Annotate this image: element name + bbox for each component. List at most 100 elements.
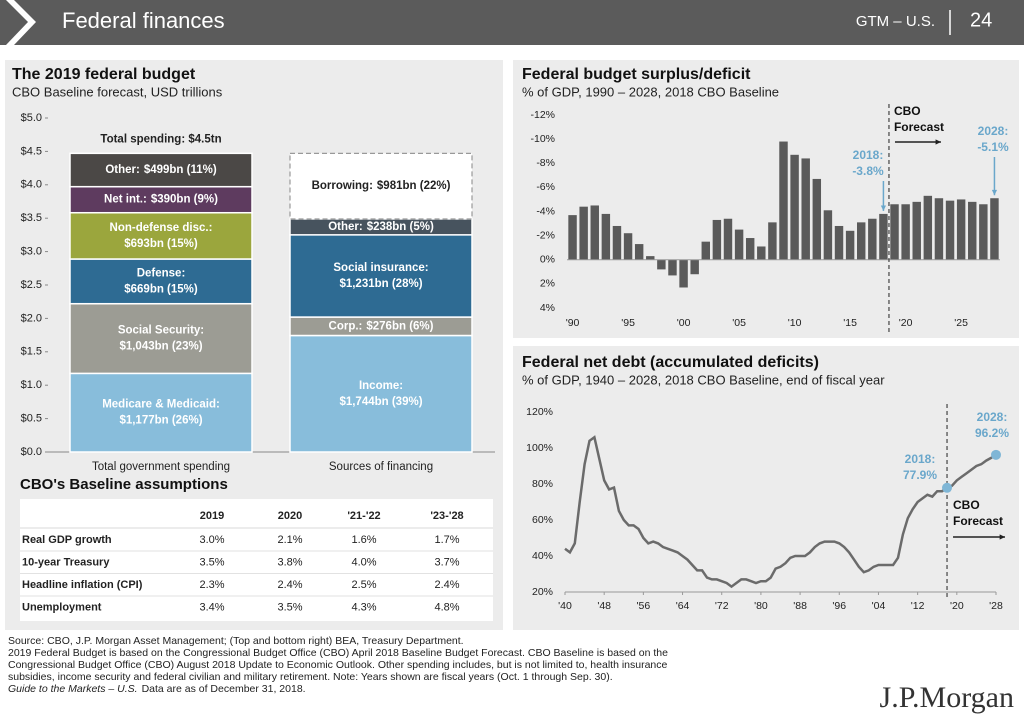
chart-subtitle: CBO Baseline forecast, USD trillions xyxy=(12,84,223,99)
bar-segment xyxy=(69,211,253,260)
x-tick-label: '28 xyxy=(989,600,1003,612)
annotation: -3.8% xyxy=(852,164,884,178)
segment-name: Medicare & Medicaid: xyxy=(102,399,220,411)
y-tick-label: $3.0 xyxy=(21,246,42,258)
table-title: CBO's Baseline assumptions xyxy=(20,476,228,493)
y-tick-label: 80% xyxy=(532,478,553,490)
bar xyxy=(745,238,755,260)
bar xyxy=(823,210,833,260)
y-tick-label: 40% xyxy=(532,550,553,562)
segment-name: Income: xyxy=(359,380,403,392)
y-tick-label: $3.5 xyxy=(21,212,42,224)
bar xyxy=(768,222,777,260)
segment-value: $238bn (5%) xyxy=(367,221,434,233)
y-tick-label: $4.0 xyxy=(21,179,42,191)
y-tick-label: -10% xyxy=(530,133,555,145)
bar-segment xyxy=(289,234,473,318)
segment-name: Non-defense disc.: xyxy=(110,222,213,234)
table-cell: 2.1% xyxy=(277,534,302,546)
footer-date: Data are as of December 31, 2018. xyxy=(142,683,306,695)
segment-name: Other: xyxy=(105,164,140,176)
x-tick-label: '90 xyxy=(566,317,580,329)
bar xyxy=(634,244,644,260)
y-tick-label: 60% xyxy=(532,514,553,526)
x-tick-label: '25 xyxy=(954,317,968,329)
table-header: '23-'28 xyxy=(430,510,463,522)
bottom-right-panel xyxy=(513,346,1019,630)
y-tick-label: $5.0 xyxy=(21,112,42,124)
table-cell: 2.4% xyxy=(277,579,302,591)
bar xyxy=(979,204,988,260)
annotation: 2018: xyxy=(853,148,884,162)
x-tick-label: '56 xyxy=(637,600,651,612)
bar xyxy=(856,222,866,260)
row-label: Real GDP growth xyxy=(22,534,112,546)
x-tick-label: '05 xyxy=(732,317,746,329)
y-tick-label: 2% xyxy=(540,278,555,290)
bar xyxy=(868,218,877,260)
bar-segment xyxy=(69,152,253,188)
bar xyxy=(890,204,899,260)
chart-title: Federal budget surplus/deficit xyxy=(522,66,751,83)
table-cell: 3.5% xyxy=(199,556,224,568)
bar-segment xyxy=(289,334,473,453)
bar xyxy=(879,213,888,260)
bar xyxy=(845,230,855,260)
table-cell: 4.8% xyxy=(434,601,459,613)
bar-segment xyxy=(289,152,473,220)
bar xyxy=(901,204,910,260)
segment-label: Net int.: $390bn (9%) xyxy=(104,194,218,206)
annotation: CBO xyxy=(894,104,921,118)
bar xyxy=(923,195,933,260)
segment-value: $669bn (15%) xyxy=(124,283,198,295)
bar xyxy=(790,154,799,260)
segment-label: Other: $238bn (5%) xyxy=(328,221,434,233)
table-header: '21-'22 xyxy=(347,510,380,522)
bar xyxy=(657,259,666,270)
footer-line: 2019 Federal Budget is based on the Cong… xyxy=(8,647,668,659)
highlight-point xyxy=(991,449,1001,460)
bar xyxy=(990,198,999,260)
segment-name: Social Security: xyxy=(118,325,204,337)
segment-name: Corp.: xyxy=(329,320,363,332)
x-tick-label: '80 xyxy=(754,600,768,612)
table-cell: 4.3% xyxy=(351,601,376,613)
table-cell: 2.5% xyxy=(351,579,376,591)
x-tick-label: Total government spending xyxy=(92,461,230,473)
bar xyxy=(801,158,810,260)
table-cell: 3.8% xyxy=(277,556,302,568)
segment-value: $276bn (6%) xyxy=(366,320,433,332)
bar xyxy=(701,241,711,260)
segment-label: Other: $499bn (11%) xyxy=(105,164,217,176)
x-tick-label: '20 xyxy=(899,317,913,329)
x-tick-label: '10 xyxy=(788,317,802,329)
bar xyxy=(812,178,822,260)
bar xyxy=(757,246,766,260)
bar xyxy=(590,205,599,260)
header-series: GTM – U.S. xyxy=(856,13,935,30)
y-tick-label: -12% xyxy=(530,109,555,121)
bar xyxy=(579,206,588,260)
bar-segment xyxy=(69,185,253,214)
segment-value: $499bn (11%) xyxy=(144,164,217,176)
bar-segment xyxy=(69,302,253,375)
footer-guide: Guide to the Markets – U.S. xyxy=(8,683,138,695)
table-cell: 2.3% xyxy=(199,579,224,591)
bar xyxy=(734,229,744,260)
bar xyxy=(723,218,733,260)
bar xyxy=(690,259,699,275)
x-tick-label: '04 xyxy=(872,600,886,612)
x-tick-label: '40 xyxy=(558,600,572,612)
logo: J.P.Morgan xyxy=(880,681,1014,714)
y-tick-label: $1.0 xyxy=(21,379,42,391)
row-label: 10-year Treasury xyxy=(22,556,110,568)
x-tick-label: '12 xyxy=(911,600,925,612)
chart-title: The 2019 federal budget xyxy=(12,66,196,83)
y-tick-label: $1.5 xyxy=(21,346,42,358)
annotation: 96.2% xyxy=(975,426,1009,440)
segment-name: Net int.: xyxy=(104,194,147,206)
segment-value: $693bn (15%) xyxy=(124,238,198,250)
bar xyxy=(679,259,688,288)
segment-value: $1,744bn (39%) xyxy=(339,396,422,408)
